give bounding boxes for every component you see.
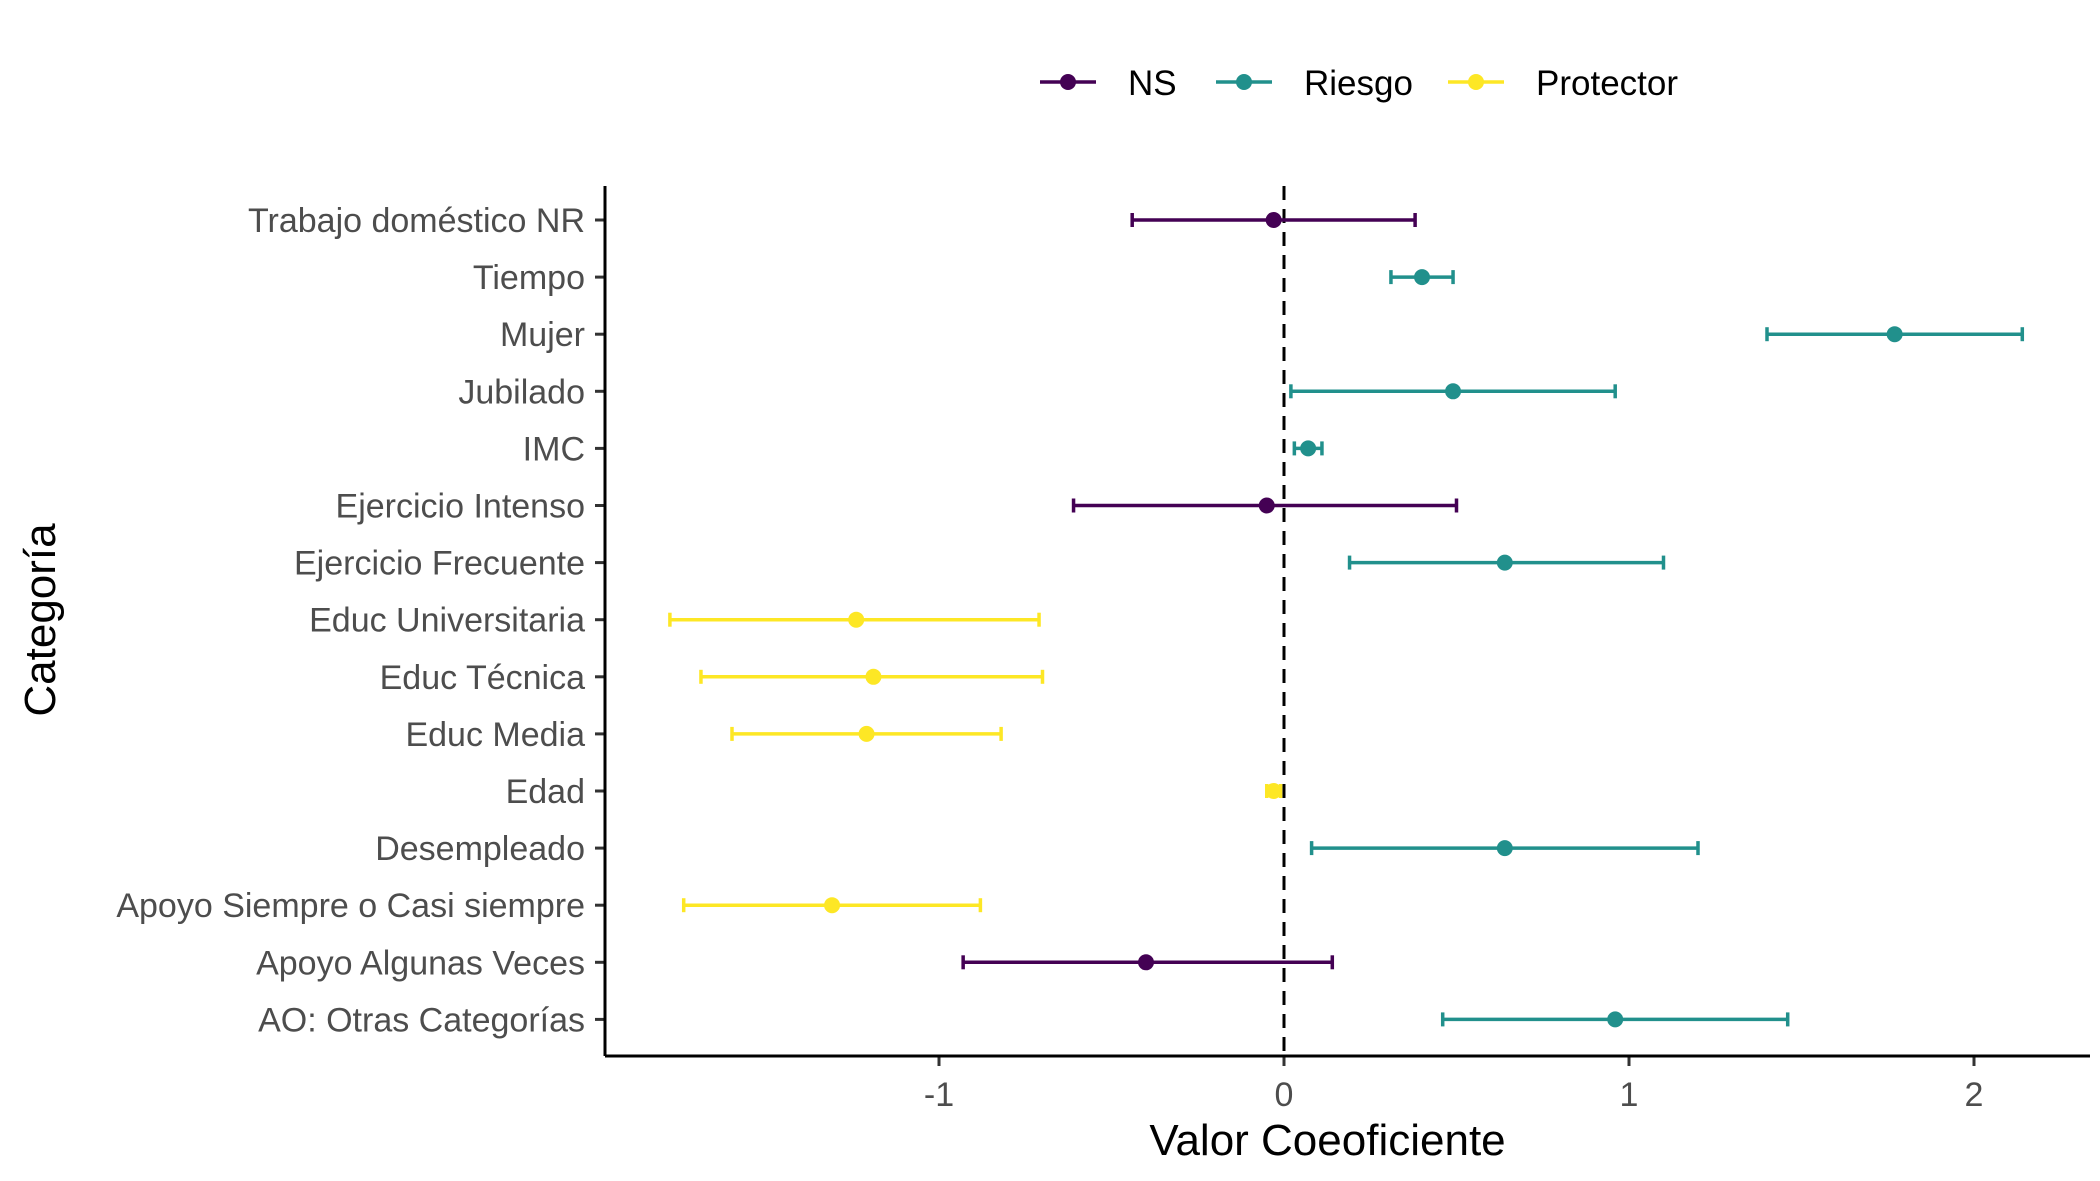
coefficient-mark [1347,554,1666,571]
x-tick-label: 1 [1620,1076,1639,1114]
estimate-point [1496,840,1513,857]
estimate-point [1265,783,1282,799]
category-label: Trabajo doméstico NR [248,202,585,240]
estimate-point [1300,440,1317,457]
estimate-point [824,897,841,914]
coefficient-mark [1440,1011,1790,1028]
category-label: Ejercicio Intenso [336,488,585,526]
coefficient-mark [1130,212,1417,228]
coefficient-mark [1389,269,1455,286]
y-axis-title: Categoría [16,523,65,717]
category-label: Edad [506,773,585,811]
coefficient-mark [1289,383,1617,400]
coefficient-mark [961,954,1335,971]
estimate-point [1138,954,1154,971]
legend-key-point [1468,74,1484,90]
x-tick-label: -1 [924,1076,954,1114]
estimate-point [1886,326,1903,343]
x-tick-label: 0 [1275,1076,1294,1114]
coefficient-mark [1765,326,2025,343]
coefficient-mark [681,897,983,914]
legend-item: Riesgo [1216,64,1413,103]
legend-label: NS [1128,64,1177,103]
estimate-point [1607,1011,1624,1028]
y-axis-labels: Trabajo doméstico NR Tiempo Mujer Jubilado I… [116,202,605,1039]
coefficient-mark [1265,783,1283,799]
legend-key-point [1060,74,1076,90]
coefficient-mark [730,725,1003,742]
category-label: Apoyo Algunas Veces [256,944,585,982]
category-label: IMC [523,430,585,468]
coefficient-marks [668,212,2025,1028]
category-label: Educ Media [405,716,585,754]
estimate-point [1445,383,1462,400]
category-label: Educ Técnica [380,659,585,697]
coefficient-mark [1309,840,1700,857]
category-label: Mujer [500,316,585,354]
estimate-point [848,611,865,628]
legend-key-point [1236,74,1252,90]
legend: NS Riesgo Protector [1040,64,1678,103]
estimate-point [1414,269,1430,286]
estimate-point [858,725,875,742]
coefficient-mark [1071,497,1459,514]
x-tick-label: 2 [1965,1076,1984,1114]
coefficient-mark [668,611,1041,628]
category-label: Tiempo [473,259,585,297]
category-label: Apoyo Siempre o Casi siempre [116,887,585,925]
estimate-point [1496,554,1513,571]
estimate-point [1265,212,1282,228]
category-label: Ejercicio Frecuente [294,545,585,583]
legend-item: NS [1040,64,1177,103]
legend-label: Riesgo [1304,64,1413,103]
x-axis-title: Valor Coeoficiente [1149,1116,1505,1165]
estimate-point [865,668,882,685]
legend-label: Protector [1536,64,1678,103]
legend-item: Protector [1448,64,1678,103]
category-label: AO: Otras Categorías [258,1001,585,1039]
category-label: Desempleado [375,830,585,868]
category-label: Jubilado [458,373,585,411]
category-label: Educ Universitaria [309,602,585,640]
x-axis-ticks: -1 0 1 2 [924,1056,1984,1114]
estimate-point [1258,497,1275,514]
coefficient-mark [699,668,1045,685]
coefficient-mark [1292,440,1324,457]
